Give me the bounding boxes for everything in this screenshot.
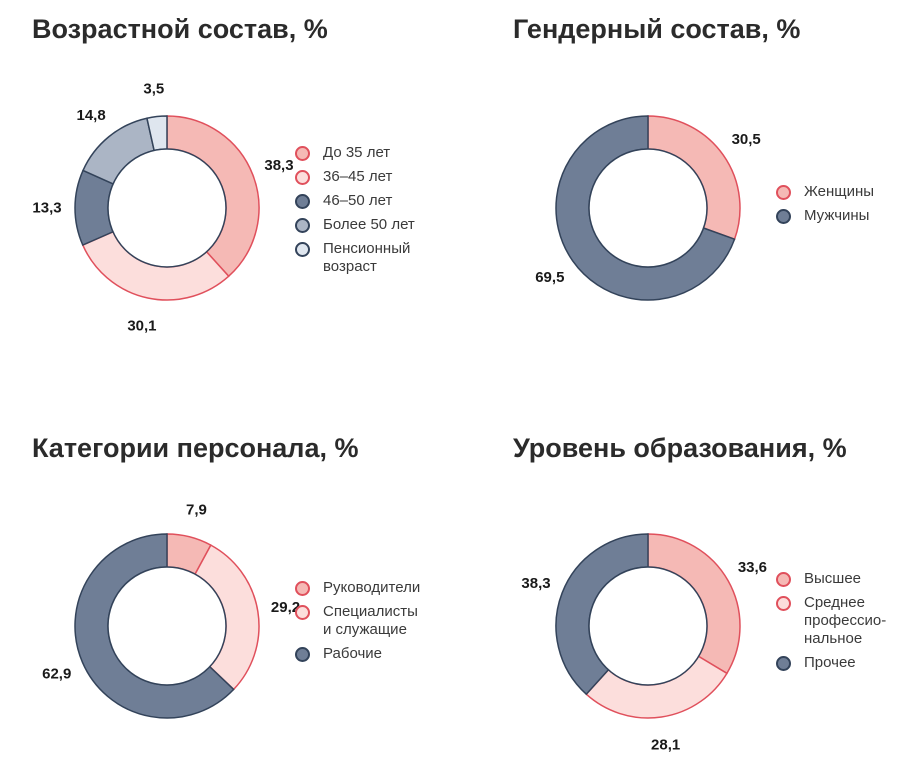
legend-item: Прочее bbox=[776, 654, 886, 672]
legend-label: 46–50 лет bbox=[323, 192, 393, 209]
legend-label: 36–45 лет bbox=[323, 168, 393, 185]
legend-label: Женщины bbox=[804, 183, 875, 200]
legend-swatch-icon bbox=[295, 242, 310, 257]
data-label-age-4: 3,5 bbox=[143, 81, 164, 98]
legend-education: Высшее Среднее профессио- нальное Прочее bbox=[776, 570, 886, 678]
data-label-categories-1: 29,2 bbox=[271, 599, 300, 616]
legend-swatch-icon bbox=[295, 194, 310, 209]
data-label-gender-0: 30,5 bbox=[732, 131, 761, 148]
legend-label: Мужчины bbox=[804, 207, 870, 224]
legend-swatch-icon bbox=[776, 185, 791, 200]
legend-swatch-icon bbox=[295, 218, 310, 233]
legend-swatch-icon bbox=[776, 209, 791, 224]
chart-title-gender: Гендерный состав, % bbox=[513, 14, 801, 44]
legend-age: До 35 лет 36–45 лет 46–50 лет Более 50 лет П… bbox=[295, 144, 415, 282]
data-label-gender-1: 69,5 bbox=[535, 269, 564, 286]
legend-label: Пенсионный возраст bbox=[323, 240, 411, 275]
data-label-education-1: 28,1 bbox=[651, 737, 680, 754]
legend-gender: Женщины Мужчины bbox=[776, 183, 874, 231]
legend-label: Среднее профессио- нальное bbox=[804, 594, 887, 647]
data-label-categories-2: 62,9 bbox=[42, 665, 71, 682]
donut-hole-gender bbox=[588, 148, 708, 268]
legend-item: Специалисты и служащие bbox=[295, 603, 420, 639]
data-label-age-0: 38,3 bbox=[264, 157, 293, 174]
chart-title-categories: Категории персонала, % bbox=[32, 433, 359, 463]
legend-label: Руководители bbox=[323, 579, 421, 596]
legend-label: Рабочие bbox=[323, 645, 382, 662]
legend-swatch-icon bbox=[776, 656, 791, 671]
legend-item: Среднее профессио- нальное bbox=[776, 594, 886, 648]
legend-swatch-icon bbox=[776, 572, 791, 587]
legend-categories: Руководители Специалисты и служащие Рабочи… bbox=[295, 579, 420, 669]
legend-swatch-icon bbox=[295, 170, 310, 185]
legend-item: Более 50 лет bbox=[295, 216, 415, 234]
chart-title-age: Возрастной состав, % bbox=[32, 14, 328, 44]
data-label-age-2: 13,3 bbox=[32, 200, 61, 217]
data-label-categories-0: 7,9 bbox=[186, 502, 207, 519]
legend-label: Высшее bbox=[804, 570, 862, 587]
legend-item: Рабочие bbox=[295, 645, 420, 663]
legend-item: Руководители bbox=[295, 579, 420, 597]
donut-hole-categories bbox=[107, 566, 227, 686]
legend-item: Пенсионный возраст bbox=[295, 240, 415, 276]
legend-label: До 35 лет bbox=[323, 144, 391, 161]
legend-swatch-icon bbox=[295, 647, 310, 662]
legend-item: 46–50 лет bbox=[295, 192, 415, 210]
legend-item: До 35 лет bbox=[295, 144, 415, 162]
data-label-age-3: 14,8 bbox=[76, 107, 105, 124]
donut-hole-education bbox=[588, 566, 708, 686]
legend-label: Специалисты и служащие bbox=[323, 603, 418, 638]
legend-item: Высшее bbox=[776, 570, 886, 588]
legend-swatch-icon bbox=[295, 146, 310, 161]
legend-swatch-icon bbox=[295, 581, 310, 596]
data-label-education-0: 33,6 bbox=[738, 559, 767, 576]
donut-hole-age bbox=[107, 148, 227, 268]
chart-title-education: Уровень образования, % bbox=[513, 433, 847, 463]
legend-item: 36–45 лет bbox=[295, 168, 415, 186]
legend-item: Женщины bbox=[776, 183, 874, 201]
legend-swatch-icon bbox=[295, 605, 310, 620]
legend-label: Прочее bbox=[804, 654, 856, 671]
legend-item: Мужчины bbox=[776, 207, 874, 225]
legend-swatch-icon bbox=[776, 596, 791, 611]
legend-label: Более 50 лет bbox=[323, 216, 415, 233]
data-label-age-1: 30,1 bbox=[127, 317, 156, 334]
data-label-education-2: 38,3 bbox=[521, 575, 550, 592]
